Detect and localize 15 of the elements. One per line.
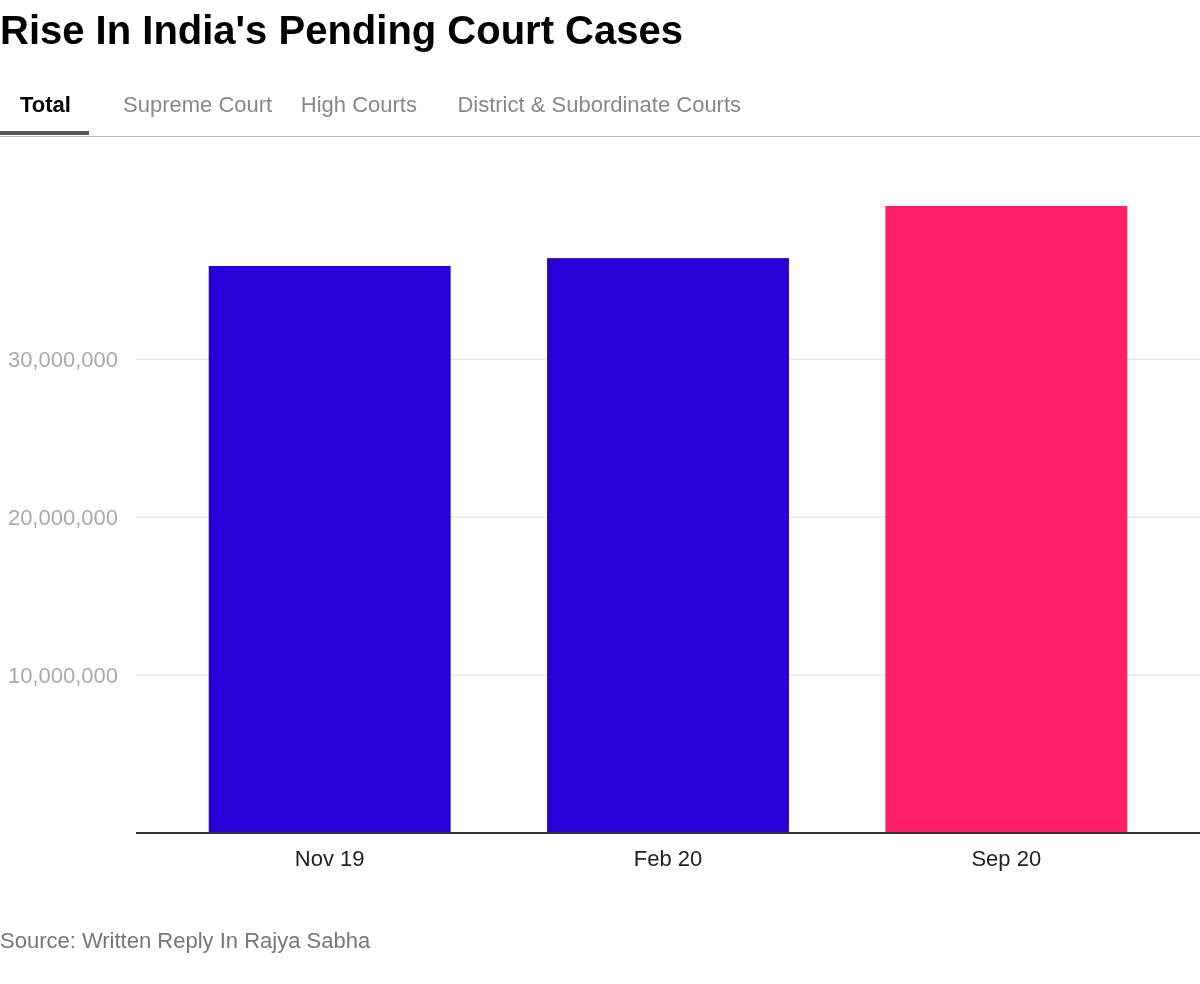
bar [885,206,1128,833]
x-tick-label: Feb 20 [633,846,703,871]
x-tick-label: Sep 20 [971,846,1042,871]
bar [547,258,789,833]
text: Supreme Court [123,92,273,117]
source-note: Source: Written Reply In Rajya Sabha [0,928,371,953]
text: District & Subordinate Courts [457,92,742,117]
text: High Courts [300,92,417,117]
text: Total [20,92,71,117]
y-tick-label: 10,000,000 [7,663,118,689]
chart-title: Rise In India's Pending Court Cases [0,8,683,52]
y-tick-label: 30,000,000 [7,347,118,373]
bar [208,266,451,833]
x-tick-label: Nov 19 [294,846,365,871]
y-tick-label: 20,000,000 [7,505,118,531]
